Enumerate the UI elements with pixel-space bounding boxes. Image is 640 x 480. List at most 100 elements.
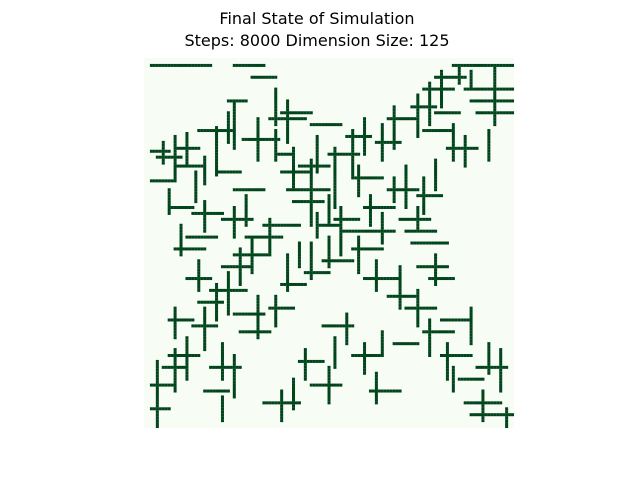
occupied-cell [149,149,153,153]
occupied-cell [392,146,396,150]
occupied-cell [398,140,402,144]
occupied-cell [368,211,372,215]
occupied-cell [155,63,159,67]
occupied-cell [363,120,367,124]
occupied-cell [357,265,361,269]
occupied-cell [274,155,278,159]
occupied-cell [333,351,337,355]
occupied-cell [434,280,438,284]
occupied-cell [220,419,224,423]
occupied-cell [256,134,260,138]
occupied-cell [197,164,201,168]
occupied-cell [194,277,198,281]
occupied-cell [407,342,411,346]
occupied-cell [286,117,290,121]
occupied-cell [185,345,189,349]
occupied-cell [493,72,497,76]
occupied-cell [469,312,473,316]
occupied-cell [363,176,367,180]
occupied-cell [487,140,491,144]
occupied-cell [309,170,313,174]
occupied-cell [395,188,399,192]
occupied-cell [274,134,278,138]
occupied-cell [333,348,337,352]
occupied-cell [392,389,396,393]
occupied-cell [327,265,331,269]
occupied-cell [493,111,497,115]
occupied-cell [247,217,251,221]
occupied-cell [315,164,319,168]
occupied-cell [440,277,444,281]
occupied-cell [238,277,242,281]
occupied-cell [197,285,201,289]
occupied-cell [206,324,210,328]
occupied-cell [194,247,198,251]
occupied-cell [327,241,331,245]
occupied-cell [407,217,411,221]
occupied-cell [357,188,361,192]
occupied-cell [490,99,494,103]
occupied-cell [274,96,278,100]
occupied-cell [463,161,467,165]
occupied-cell [185,365,189,369]
occupied-cell [416,123,420,127]
occupied-cell [238,265,242,269]
occupied-cell [333,203,337,207]
occupied-cell [472,413,476,417]
occupied-cell [416,312,420,316]
occupied-cell [487,132,491,136]
occupied-cell [472,87,476,91]
occupied-cell [244,330,248,334]
occupied-cell [200,324,204,328]
occupied-cell [336,152,340,156]
occupied-cell [445,330,449,334]
occupied-cell [339,123,343,127]
occupied-cell [493,117,497,121]
occupied-cell [327,206,331,210]
occupied-cell [149,383,153,387]
occupied-cell [351,247,355,251]
occupied-cell [428,354,432,358]
occupied-cell [215,282,219,286]
occupied-cell [428,324,432,328]
occupied-cell [327,374,331,378]
occupied-cell [434,277,438,281]
occupied-cell [203,217,207,221]
occupied-cell [357,182,361,186]
occupied-cell [398,282,402,286]
occupied-cell [422,208,426,212]
occupied-cell [428,87,432,91]
occupied-cell [173,176,177,180]
occupied-cell [469,72,473,76]
occupied-cell [330,383,334,387]
occupied-cell [206,389,210,393]
occupied-cell [374,280,378,284]
occupied-cell [463,63,467,67]
occupied-cell [442,318,446,322]
occupied-cell [502,413,506,417]
occupied-cell [333,200,337,204]
occupied-cell [425,241,429,245]
occupied-cell [469,324,473,328]
occupied-cell [232,386,236,390]
occupied-cell [286,105,290,109]
occupied-cell [401,188,405,192]
occupied-cell [155,422,159,426]
occupied-cell [250,188,254,192]
occupied-cell [487,342,491,346]
occupied-cell [315,188,319,192]
occupied-cell [431,194,435,198]
occupied-cell [289,170,293,174]
occupied-cell [451,143,455,147]
occupied-cell [493,63,497,67]
occupied-cell [351,176,355,180]
occupied-cell [354,134,358,138]
occupied-cell [292,395,296,399]
occupied-cell [220,288,224,292]
occupied-cell [292,282,296,286]
occupied-cell [232,208,236,212]
occupied-cell [351,158,355,162]
occupied-cell [203,223,207,227]
occupied-cell [460,318,464,322]
heatmap-plot-area [144,58,515,429]
